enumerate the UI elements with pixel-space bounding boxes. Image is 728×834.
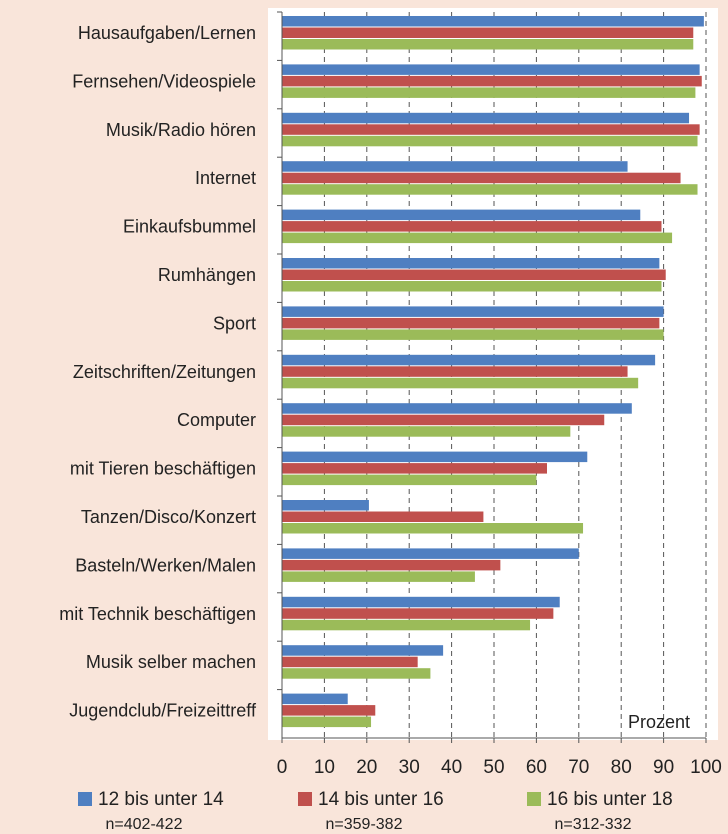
x-tick-label: 100 [690,757,722,778]
bar [282,608,554,619]
bar [282,500,369,511]
y-tick-label: Computer [177,410,256,430]
bar [282,656,418,668]
bar [282,172,681,184]
bar [282,281,662,292]
y-tick-label: Jugendclub/Freizeittreff [69,701,257,721]
x-tick-label: 60 [526,757,547,778]
y-tick-label: Zeitschriften/Zeitungen [73,362,256,382]
bar [282,705,376,716]
x-tick-label: 50 [483,757,504,778]
bar [282,596,560,608]
legend-swatch [527,792,541,806]
x-tick-label: 70 [568,757,589,778]
bar [282,474,537,486]
bar [282,161,628,172]
y-tick-label: Fernsehen/Videospiele [72,71,256,91]
legend-sample: n=312-332 [555,816,632,833]
legend-label: 16 bis unter 18 [547,789,673,810]
y-tick-label: Hausaufgaben/Lernen [78,23,256,43]
bar [282,366,628,377]
legend-label: 12 bis unter 14 [98,789,224,810]
y-tick-label: Basteln/Werken/Malen [75,555,256,575]
bar [282,619,531,631]
bar [282,75,702,87]
x-tick-label: 80 [611,757,632,778]
bar [282,451,588,463]
y-tick-label: Tanzen/Disco/Konzert [81,507,256,527]
bar [282,403,632,414]
legend-label: 14 bis unter 16 [318,789,444,810]
axis-label: Prozent [628,712,690,732]
x-tick-label: 0 [277,757,288,778]
bar [282,209,641,221]
bar [282,306,664,317]
bar [282,716,372,728]
bar [282,329,664,340]
bar [282,548,579,559]
bar [282,135,698,147]
bar [282,511,484,522]
bar [282,414,605,426]
x-tick-label: 40 [441,757,462,778]
bar [282,559,501,571]
bar [282,258,660,269]
bar [282,317,660,329]
legend-sample: n=402-422 [106,816,183,833]
bar [282,39,694,50]
bar [282,645,444,656]
bar [282,269,666,280]
bar [282,16,704,27]
bar [282,112,690,124]
y-tick-label: Rumhängen [158,265,256,285]
bar [282,64,700,75]
y-tick-label: Einkaufsbummel [123,217,256,237]
y-tick-label: mit Technik beschäftigen [59,604,256,624]
bar [282,668,431,679]
y-tick-label: Internet [195,168,256,188]
bar [282,221,662,232]
x-tick-label: 10 [314,757,335,778]
x-tick-label: 20 [356,757,377,778]
bar [282,523,584,534]
bar [282,571,475,582]
bar [282,87,696,98]
legend-swatch [298,792,312,806]
bar [282,463,547,474]
bar [282,426,571,437]
y-tick-label: mit Tieren beschäftigen [70,459,256,479]
bar [282,124,700,135]
x-tick-label: 90 [653,757,674,778]
bar [282,184,698,195]
y-tick-label: Musik/Radio hören [106,120,256,140]
bar [282,27,694,38]
bar [282,354,656,366]
x-tick-label: 30 [399,757,420,778]
bar [282,693,348,705]
bar [282,377,639,389]
y-tick-label: Musik selber machen [86,652,256,672]
y-tick-label: Sport [213,313,256,333]
legend-sample: n=359-382 [326,816,403,833]
bar [282,232,673,244]
legend-swatch [78,792,92,806]
